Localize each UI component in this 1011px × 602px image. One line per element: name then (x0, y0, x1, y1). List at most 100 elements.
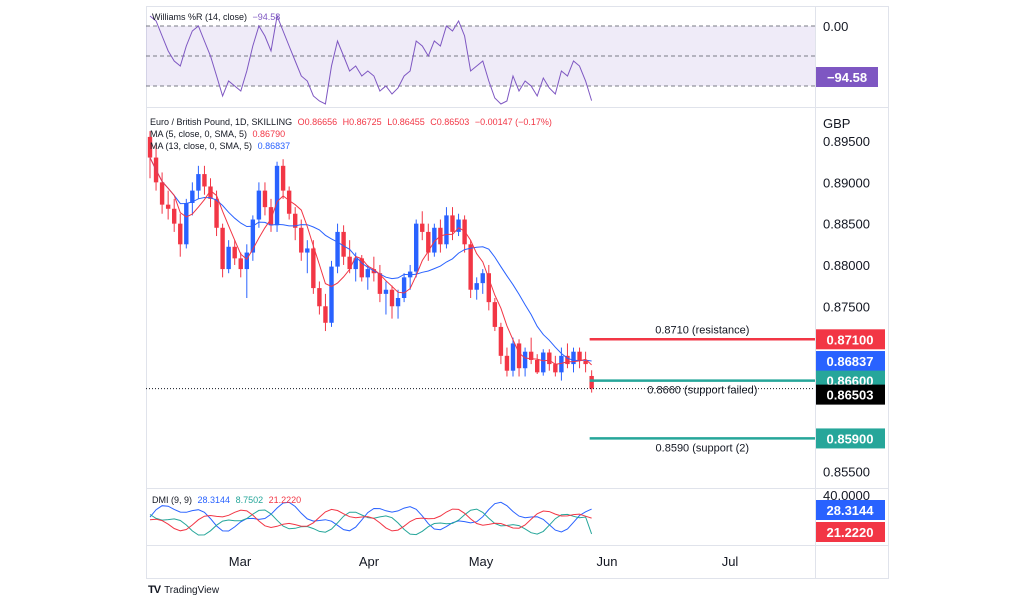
candle (480, 269, 485, 294)
candle (202, 165, 207, 195)
candle-body (504, 355, 510, 371)
ma13-line (149, 157, 592, 362)
candle-body (383, 289, 389, 294)
candle (147, 131, 153, 179)
candle (190, 182, 195, 216)
candle-body (565, 355, 570, 365)
candle (395, 289, 401, 319)
candle-body (444, 215, 449, 245)
candle (262, 182, 268, 216)
candle (172, 198, 177, 232)
ma13-label: MA (13, close, 0, SMA, 5) (150, 141, 253, 151)
badge-ma13: 0.86837 (816, 351, 885, 372)
badge-resistance: 0.87100 (816, 329, 885, 350)
ma5-label: MA (5, close, 0, SMA, 5) (150, 129, 248, 139)
candle (226, 240, 231, 274)
williams-value: −94.58 (252, 12, 281, 22)
candle-body (341, 231, 346, 257)
candle (359, 255, 364, 282)
candle-body (456, 219, 461, 232)
candle-body (486, 273, 491, 303)
tradingview-logo-icon: TV (148, 584, 161, 596)
candle (510, 337, 516, 377)
candle-body (335, 231, 340, 267)
candle (208, 178, 213, 208)
ohlc-low: L0.86455 (387, 117, 425, 127)
candle (553, 355, 558, 377)
ma5-line (149, 157, 592, 366)
badge-last-price: 0.86503 (816, 384, 885, 405)
candle-body (226, 246, 231, 270)
candle-body (414, 223, 419, 272)
candle (420, 211, 425, 241)
dmi-adx-line (149, 508, 592, 532)
candle-body (190, 190, 195, 203)
candle-body (553, 364, 558, 373)
candle-body (280, 165, 286, 191)
candle-body (329, 266, 334, 323)
candle-body (184, 203, 189, 245)
candle-body (214, 198, 219, 228)
candle (535, 354, 540, 374)
candle (317, 281, 322, 315)
price-tick: 0.85500 (823, 464, 870, 479)
williams-badge-bg (816, 67, 878, 87)
candle (232, 240, 237, 265)
candle-body (389, 289, 395, 307)
candle (244, 244, 249, 298)
candle (583, 351, 588, 373)
candle (504, 347, 510, 377)
candle-body (492, 302, 498, 327)
x-tick-jun: Jun (597, 554, 618, 569)
candle-body (365, 269, 370, 278)
price-badge-bg (816, 384, 885, 405)
candle (305, 240, 310, 274)
candle (280, 159, 286, 199)
ohlc-change: −0.00147 (−0.17%) (474, 117, 552, 127)
candle (456, 213, 461, 237)
candle-body (220, 227, 225, 270)
candle-body (510, 343, 516, 371)
price-tick: 0.89000 (823, 175, 870, 190)
candle-body (522, 351, 528, 369)
price-badge-bg (816, 351, 885, 372)
dmi-legend: DMI (9, 9) 28.3144 8.7502 21.2220 (152, 494, 301, 506)
x-tick-apr: Apr (359, 554, 380, 569)
candle-body (244, 252, 249, 270)
candle (389, 285, 395, 319)
dmi-badge-red-bg (816, 522, 885, 542)
candle (311, 240, 316, 294)
candle-body (299, 227, 304, 253)
candle-body (250, 219, 256, 253)
price-badge-text: 0.86837 (827, 354, 874, 369)
dmi-badge-blue-text: 28.3144 (827, 503, 875, 518)
candle (238, 252, 243, 278)
ma5-value: 0.86790 (252, 129, 286, 139)
williams-axis-label: 0.00 (823, 19, 848, 34)
candle (468, 240, 473, 298)
candle (250, 215, 256, 261)
candle (541, 349, 546, 376)
candle (335, 223, 340, 274)
candle-body (268, 207, 274, 226)
price-tick: 0.88000 (823, 258, 870, 273)
candle-body (172, 208, 177, 224)
williams-line (149, 14, 593, 105)
candle (299, 219, 304, 261)
candle (165, 190, 171, 220)
candle (565, 343, 570, 369)
candle (329, 260, 334, 327)
x-tick-may: May (469, 554, 494, 569)
candle-body (377, 273, 383, 294)
tradingview-brand: TradingView (164, 584, 220, 596)
price-badge-bg (816, 428, 885, 449)
candle (401, 273, 407, 303)
williams-legend: Williams %R (14, close) −94.58 (152, 11, 280, 23)
candle (486, 264, 491, 311)
level-label: 0.8710 (resistance) (655, 324, 749, 336)
candle (432, 223, 437, 257)
candle (347, 240, 352, 274)
price-tick: 0.87500 (823, 299, 870, 314)
candle-body (232, 246, 237, 259)
